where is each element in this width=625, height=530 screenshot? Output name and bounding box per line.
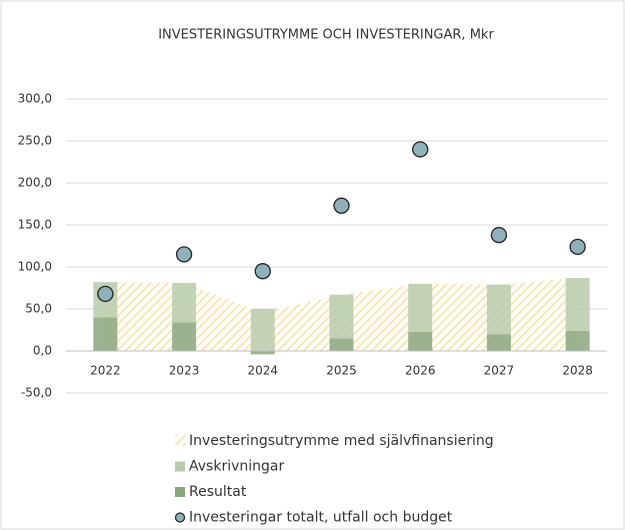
bar xyxy=(172,282,197,323)
marker xyxy=(333,197,350,214)
legend-swatch xyxy=(174,512,186,523)
bar xyxy=(408,331,433,351)
x-tick-label: 2026 xyxy=(405,364,436,378)
y-tick-label: 250,0 xyxy=(18,134,52,148)
legend-label: Resultat xyxy=(189,484,247,500)
y-tick-label: 0,0 xyxy=(33,344,52,358)
bar xyxy=(250,309,275,351)
legend-swatch xyxy=(175,461,185,472)
legend-label: Avskrivningar xyxy=(189,459,284,475)
bar xyxy=(93,317,118,351)
legend-label: Investeringar totalt, utfall och budget xyxy=(189,510,453,526)
bar xyxy=(172,322,197,351)
legend-swatch xyxy=(175,487,185,497)
marker xyxy=(254,263,271,280)
bar xyxy=(565,330,590,351)
y-tick-label: 100,0 xyxy=(18,260,52,274)
marker xyxy=(97,285,114,303)
legend-label: Investeringsutrymme med självfinansierin… xyxy=(189,433,494,449)
bar xyxy=(486,334,511,351)
x-tick-label: 2027 xyxy=(484,364,515,378)
bar xyxy=(565,277,590,331)
chart-title: INVESTERINGSUTRYMME OCH INVESTERINGAR, M… xyxy=(158,28,494,43)
y-tick-label: 200,0 xyxy=(18,176,52,190)
x-tick-label: 2028 xyxy=(562,364,593,378)
legend: Investeringsutrymme med självfinansierin… xyxy=(174,433,494,526)
x-tick-label: 2024 xyxy=(248,364,279,378)
bar xyxy=(329,294,354,339)
y-tick-label: -50,0 xyxy=(21,386,52,400)
marker xyxy=(490,226,508,244)
x-tick-label: 2022 xyxy=(90,364,121,378)
y-tick-label: 50,0 xyxy=(25,302,52,316)
bar xyxy=(329,338,354,351)
x-tick-label: 2023 xyxy=(169,364,200,378)
bar xyxy=(408,283,433,332)
y-tick-label: 300,0 xyxy=(18,92,52,106)
x-tick-label: 2025 xyxy=(326,364,357,378)
y-tick-label: 150,0 xyxy=(18,218,52,232)
marker xyxy=(412,141,429,158)
bar xyxy=(250,351,275,355)
marker xyxy=(175,246,193,263)
marker xyxy=(569,238,586,255)
bar xyxy=(486,284,511,335)
legend-swatch xyxy=(175,435,186,446)
